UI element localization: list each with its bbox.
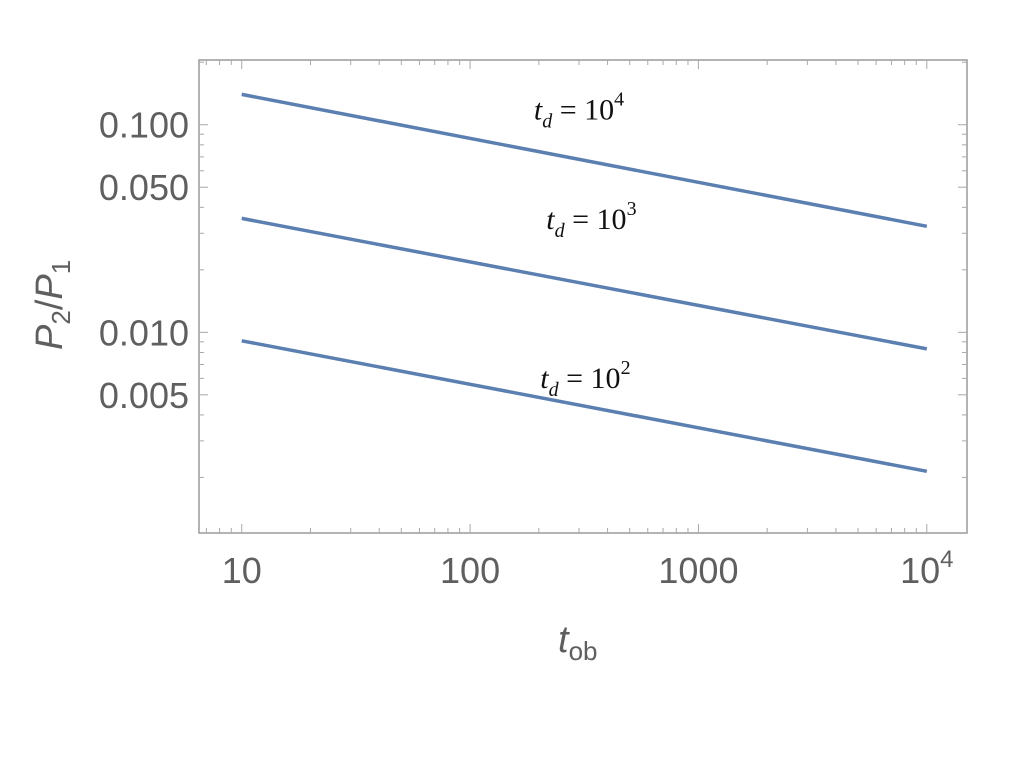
x-tick-label: 104 [900, 546, 953, 591]
series-line [241, 92, 928, 229]
x-tick-label: 1000 [658, 550, 738, 591]
series-annotation: td = 103 [546, 198, 636, 242]
y-tick-labels: 0.005 0.010 0.050 0.100 [99, 105, 189, 416]
x-axis-title: tob [558, 619, 597, 666]
y-tick-label: 0.010 [99, 312, 189, 353]
y-axis-title: P2/P1 [29, 260, 76, 350]
annotations: td = 104 td = 103 td = 102 [534, 88, 637, 400]
series-line [241, 339, 928, 474]
y-tick-label: 0.050 [99, 167, 189, 208]
minor-ticks [199, 60, 967, 533]
y-tick-label: 0.005 [99, 375, 189, 416]
x-tick-label: 10 [222, 550, 262, 591]
y-tick-label: 0.100 [99, 105, 189, 146]
series-annotation: td = 102 [540, 357, 630, 401]
series-line [241, 216, 928, 351]
major-ticks [199, 60, 967, 533]
plot-frame [198, 59, 968, 534]
x-tick-labels: 10 100 1000 104 [222, 546, 954, 591]
series-lines [241, 92, 928, 474]
series-annotation: td = 104 [534, 88, 624, 132]
x-tick-label: 100 [440, 550, 500, 591]
